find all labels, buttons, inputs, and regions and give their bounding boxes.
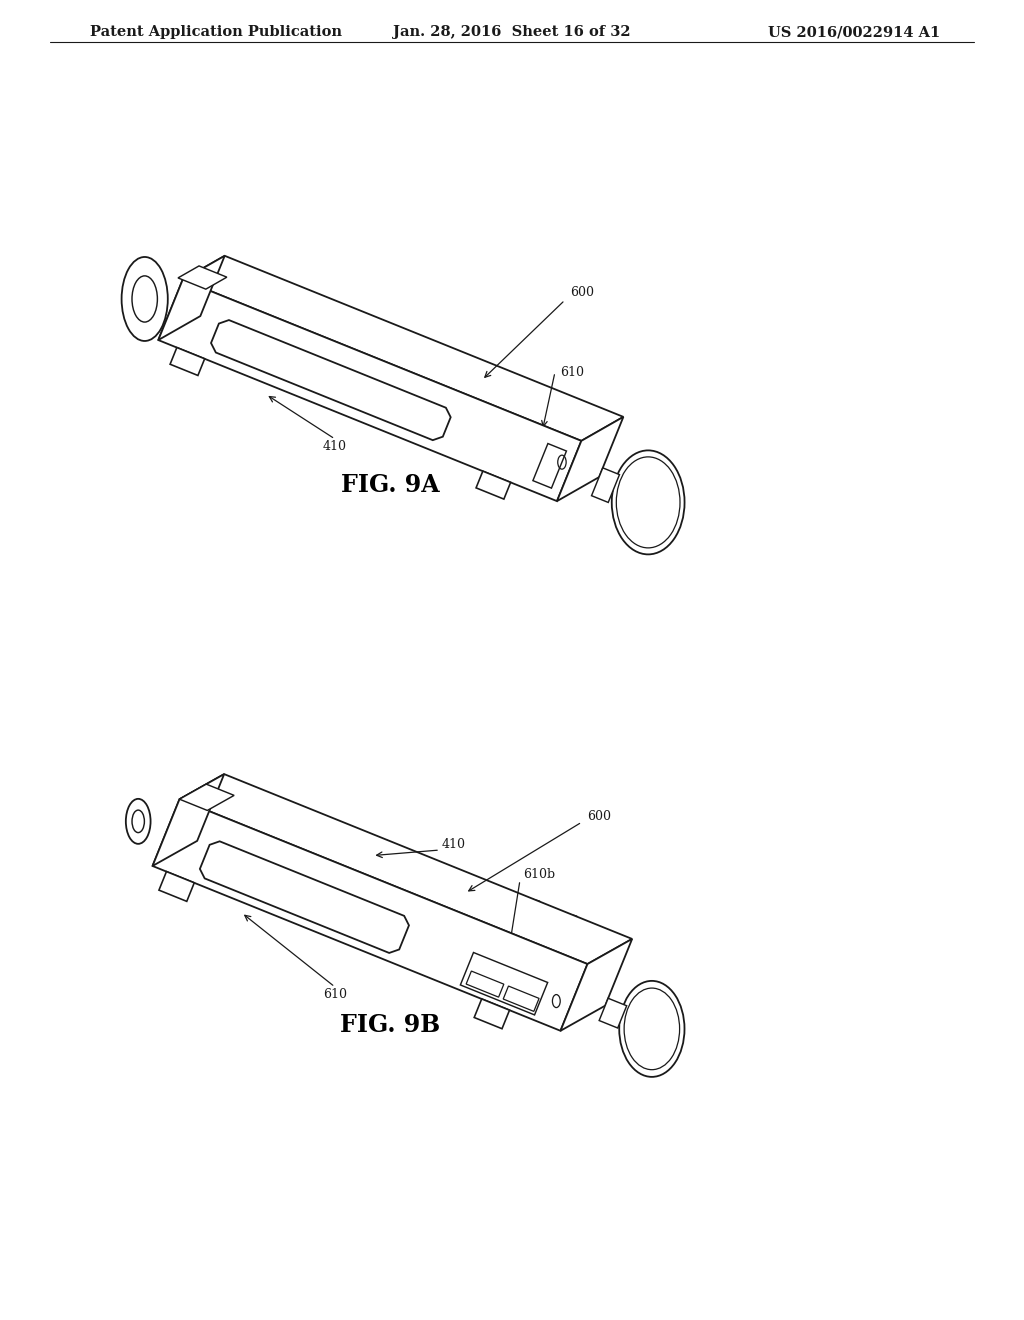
Polygon shape [557, 417, 624, 502]
Text: 610: 610 [323, 989, 347, 1002]
Polygon shape [159, 256, 224, 341]
Ellipse shape [122, 257, 168, 341]
Polygon shape [461, 953, 548, 1015]
Polygon shape [179, 774, 632, 964]
Text: 410: 410 [323, 441, 347, 454]
Polygon shape [532, 444, 566, 488]
Polygon shape [159, 280, 582, 502]
Text: 600: 600 [587, 809, 611, 822]
Polygon shape [182, 256, 624, 441]
Text: Jan. 28, 2016  Sheet 16 of 32: Jan. 28, 2016 Sheet 16 of 32 [393, 25, 631, 40]
Text: US 2016/0022914 A1: US 2016/0022914 A1 [768, 25, 940, 40]
Ellipse shape [620, 981, 684, 1077]
Polygon shape [560, 939, 632, 1031]
Text: 610: 610 [560, 366, 584, 379]
Polygon shape [159, 871, 195, 902]
Polygon shape [474, 999, 510, 1028]
Polygon shape [503, 986, 539, 1011]
Text: FIG. 9B: FIG. 9B [340, 1012, 440, 1038]
Polygon shape [170, 347, 205, 375]
Polygon shape [153, 774, 224, 866]
Polygon shape [179, 784, 234, 810]
Polygon shape [178, 265, 227, 289]
Polygon shape [599, 998, 627, 1028]
Text: 610b: 610b [523, 869, 555, 882]
Polygon shape [153, 799, 588, 1031]
Ellipse shape [126, 799, 151, 843]
Text: 410: 410 [442, 838, 466, 851]
Polygon shape [476, 471, 511, 499]
Polygon shape [592, 467, 620, 503]
Text: 600: 600 [570, 285, 594, 298]
Text: Patent Application Publication: Patent Application Publication [90, 25, 342, 40]
Text: FIG. 9A: FIG. 9A [341, 473, 439, 498]
Ellipse shape [611, 450, 685, 554]
Polygon shape [466, 972, 504, 997]
